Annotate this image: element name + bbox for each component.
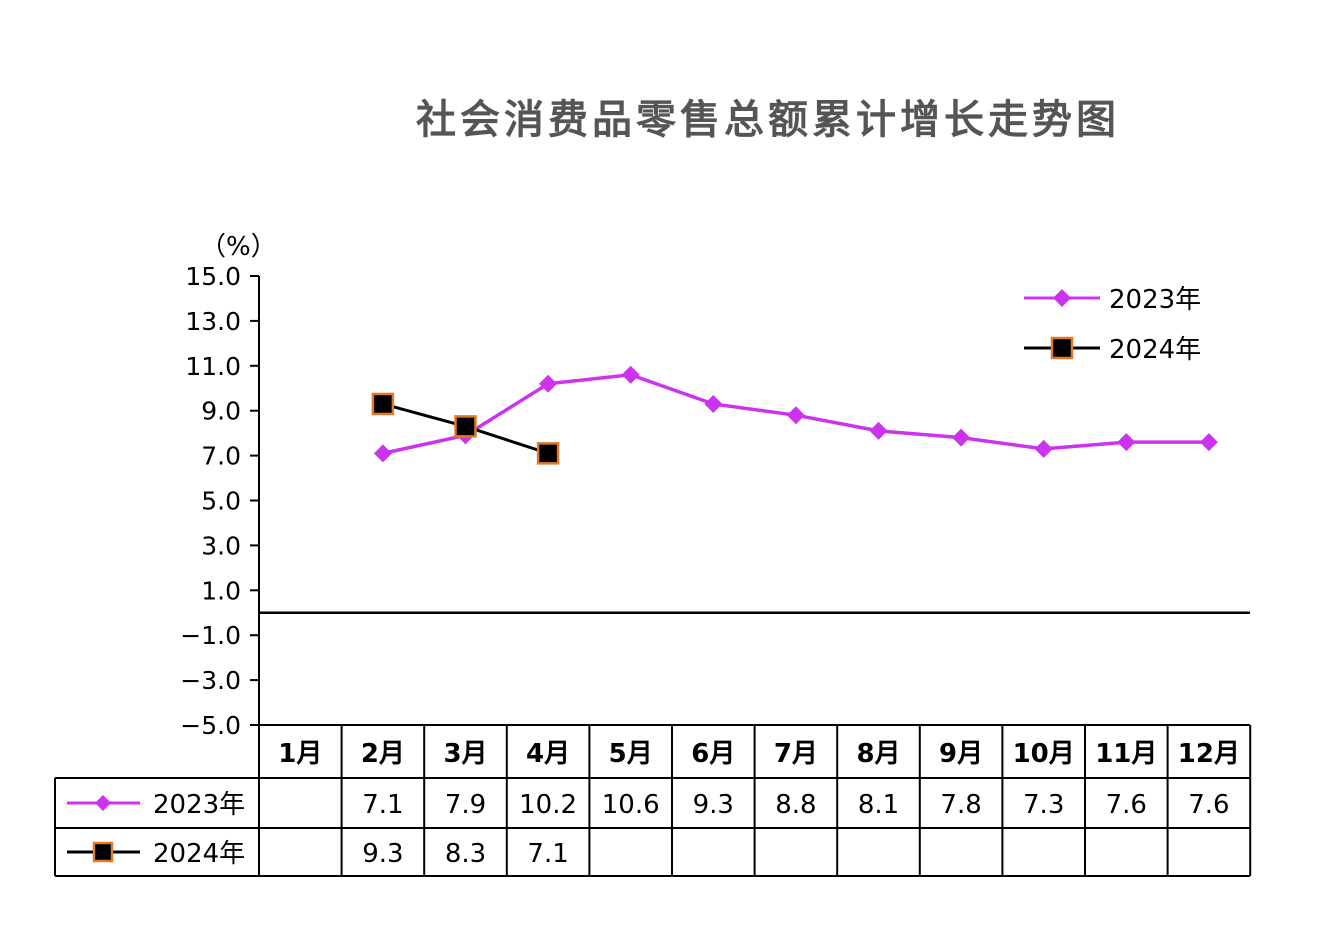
- month-label-4: 4月: [526, 739, 570, 769]
- y-tick-label: 15.0: [185, 262, 241, 291]
- month-label-6: 6月: [691, 739, 735, 769]
- data-point-2023-12: [1199, 433, 1218, 452]
- y-tick-label: 11.0: [185, 352, 241, 381]
- y-tick-label: −1.0: [180, 621, 241, 650]
- y-tick-label: 9.0: [201, 397, 241, 426]
- data-point-2024-3: [454, 415, 477, 438]
- data-point-2023-5: [621, 365, 640, 384]
- month-label-1: 1月: [278, 739, 322, 769]
- y-tick-label: 13.0: [185, 307, 241, 336]
- row-legend-marker: [92, 841, 114, 863]
- data-point-2023-11: [1117, 433, 1136, 452]
- legend-label: 2024年: [1109, 335, 1201, 365]
- table-cell-2024-4: 7.1: [527, 839, 568, 869]
- row-legend-marker: [95, 795, 111, 811]
- table-cell-2023-6: 9.3: [693, 790, 734, 820]
- month-label-9: 9月: [939, 739, 983, 769]
- table-cell-2024-3: 8.3: [445, 839, 486, 869]
- series-2024: [371, 392, 560, 465]
- legend-label: 2023年: [1109, 285, 1201, 315]
- y-axis-unit: （%）: [200, 232, 277, 262]
- table-row-2023: 2023年 7.1 7.9 10.2 10.6 9.3 8.8 8.1 7.8 7.3 7.6 7.6: [67, 790, 1230, 820]
- table-cell-2023-8: 8.1: [858, 790, 899, 820]
- data-point-2023-4: [539, 374, 558, 393]
- y-tick-label: 5.0: [201, 487, 241, 516]
- month-label-5: 5月: [609, 739, 653, 769]
- data-point-2024-4: [536, 442, 560, 465]
- legend-item-2024: 2024年: [1024, 335, 1201, 365]
- data-point-2023-10: [1034, 439, 1053, 458]
- axes: 15.0 13.0 11.0 9.0 7.0 5.0 3.0 1.0 −1.0 −3.0 −5.0: [180, 262, 1250, 740]
- month-label-7: 7月: [774, 739, 818, 769]
- table-cell-2023-10: 7.3: [1023, 790, 1064, 820]
- table-cell-2023-3: 7.9: [445, 790, 486, 820]
- y-tick-label: 1.0: [201, 576, 241, 605]
- table-cell-2023-5: 10.6: [602, 790, 660, 820]
- chart-title: 社会消费品零售总额累计增长走势图: [416, 97, 1120, 143]
- data-point-2023-2: [373, 444, 392, 463]
- table-cell-2023-7: 8.8: [775, 790, 816, 820]
- data-point-2023-6: [704, 394, 723, 413]
- month-label-8: 8月: [856, 739, 900, 769]
- table-cell-2023-9: 7.8: [940, 790, 981, 820]
- month-label-3: 3月: [443, 739, 487, 769]
- table-cell-2023-4: 10.2: [519, 790, 577, 820]
- data-point-2023-8: [869, 421, 888, 440]
- legend-marker: [1053, 289, 1071, 307]
- table-cell-2024-2: 9.3: [362, 839, 403, 869]
- table-row-2024: 2024年 9.3 8.3 7.1: [67, 839, 569, 869]
- series-lines: [371, 365, 1218, 465]
- y-tick-label: 3.0: [201, 531, 241, 560]
- series-2023: [373, 365, 1218, 463]
- y-tick-label: 7.0: [201, 442, 241, 471]
- data-table: 1月 2月 3月 4月 5月 6月 7月 8月 9月 10月 11月 12月 2023年 7.1 7.9 10…: [54, 724, 1252, 877]
- month-label-11: 11月: [1095, 739, 1157, 769]
- table-cell-2023-11: 7.6: [1106, 790, 1147, 820]
- data-point-2023-9: [952, 428, 971, 447]
- month-label-12: 12月: [1178, 739, 1240, 769]
- data-point-2023-7: [786, 406, 805, 425]
- month-label-10: 10月: [1013, 739, 1075, 769]
- data-point-2024-2: [371, 392, 395, 416]
- row-series-name: 2024年: [153, 839, 245, 869]
- table-cell-2023-12: 7.6: [1188, 790, 1229, 820]
- legend: 2023年 2024年: [1024, 285, 1201, 365]
- legend-marker: [1050, 336, 1074, 360]
- row-series-name: 2023年: [153, 790, 245, 820]
- y-tick-label: −3.0: [180, 666, 241, 695]
- table-cell-2023-2: 7.1: [362, 790, 403, 820]
- legend-item-2023: 2023年: [1024, 285, 1201, 315]
- month-label-2: 2月: [361, 739, 405, 769]
- y-tick-label: −5.0: [180, 711, 241, 740]
